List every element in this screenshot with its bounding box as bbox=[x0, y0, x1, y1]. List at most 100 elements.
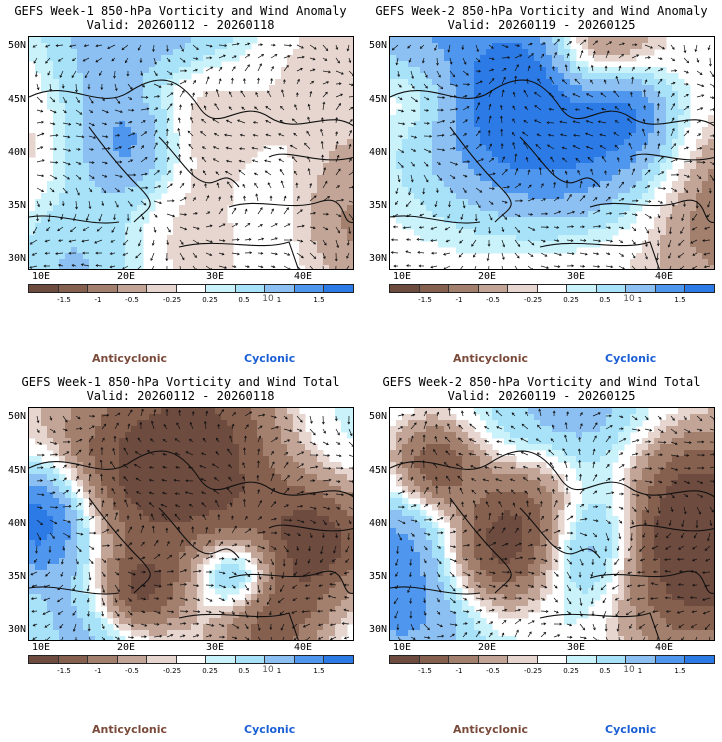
colorbar-label: 1 bbox=[637, 667, 643, 675]
colorbar-swatch bbox=[176, 285, 207, 292]
vorticity-map bbox=[28, 36, 354, 270]
colorbar-label: 0.5 bbox=[238, 667, 250, 675]
colorbar-swatch bbox=[235, 285, 266, 292]
colorbar-swatch bbox=[58, 656, 89, 663]
lon-label: 40E bbox=[655, 271, 674, 282]
colorbar bbox=[389, 655, 715, 664]
lat-label: 45N bbox=[368, 94, 387, 105]
lon-label: 10E bbox=[393, 642, 412, 653]
panel-week2-anomaly: GEFS Week-2 850-hPa Vorticity and Wind A… bbox=[361, 0, 722, 371]
map-svg bbox=[390, 408, 714, 640]
colorbar-label: -0.25 bbox=[162, 667, 182, 675]
colorbar-label: -0.25 bbox=[162, 296, 182, 304]
colorbar-label: -1.5 bbox=[418, 296, 432, 304]
lat-label: 35N bbox=[368, 200, 387, 211]
colorbar-swatch bbox=[206, 656, 236, 663]
colorbar-swatch bbox=[655, 656, 686, 663]
lon-label: 20E bbox=[117, 642, 136, 653]
legend-anticyclonic: Anticyclonic bbox=[92, 723, 168, 736]
legend-anticyclonic: Anticyclonic bbox=[453, 723, 529, 736]
lat-label: 50N bbox=[368, 40, 387, 51]
lat-label: 40N bbox=[7, 147, 26, 158]
lon-label: 30E bbox=[567, 642, 586, 653]
colorbar-scale-note: 10 bbox=[623, 294, 635, 304]
colorbar-scale-note: 10 bbox=[262, 665, 274, 675]
vorticity-map bbox=[28, 407, 354, 641]
vorticity-map bbox=[389, 407, 715, 641]
colorbar-swatch bbox=[508, 285, 538, 292]
lat-label: 45N bbox=[7, 94, 26, 105]
colorbar-swatch bbox=[537, 285, 568, 292]
colorbar-swatch bbox=[265, 656, 295, 663]
colorbar-label: 1.5 bbox=[674, 667, 686, 675]
lat-label: 30N bbox=[368, 624, 387, 635]
lat-label: 40N bbox=[7, 518, 26, 529]
panel-title: GEFS Week-1 850-hPa Vorticity and Wind A… bbox=[14, 4, 347, 18]
lat-label: 50N bbox=[7, 40, 26, 51]
colorbar-label: 1 bbox=[276, 667, 282, 675]
lon-label: 40E bbox=[294, 271, 313, 282]
colorbar-swatch bbox=[88, 656, 118, 663]
panel-week1-total: GEFS Week-1 850-hPa Vorticity and Wind T… bbox=[0, 371, 361, 742]
map-svg bbox=[29, 37, 353, 269]
lat-label: 50N bbox=[7, 411, 26, 422]
lon-label: 40E bbox=[294, 642, 313, 653]
colorbar-label: 0.5 bbox=[599, 296, 611, 304]
colorbar-swatch bbox=[117, 656, 148, 663]
colorbar bbox=[28, 284, 354, 293]
lat-label: 35N bbox=[368, 571, 387, 582]
colorbar-swatch bbox=[206, 285, 236, 292]
colorbar-scale-note: 10 bbox=[262, 294, 274, 304]
colorbar-swatch bbox=[265, 285, 295, 292]
colorbar-swatch bbox=[685, 656, 715, 663]
panel-title: GEFS Week-2 850-hPa Vorticity and Wind A… bbox=[375, 4, 708, 18]
colorbar-swatch bbox=[567, 285, 597, 292]
colorbar bbox=[389, 284, 715, 293]
colorbar-label: -1 bbox=[455, 667, 463, 675]
colorbar-swatch bbox=[147, 285, 177, 292]
lon-label: 30E bbox=[206, 642, 225, 653]
colorbar-swatch bbox=[324, 656, 354, 663]
colorbar-swatch bbox=[294, 656, 325, 663]
lat-label: 35N bbox=[7, 571, 26, 582]
lat-label: 50N bbox=[368, 411, 387, 422]
colorbar-label: 1 bbox=[276, 296, 282, 304]
colorbar-swatch bbox=[655, 285, 686, 292]
lat-label: 40N bbox=[368, 147, 387, 158]
colorbar-swatch bbox=[626, 656, 656, 663]
map-svg bbox=[390, 37, 714, 269]
panel-valid-dates: Valid: 20260112 - 20260118 bbox=[86, 389, 275, 403]
colorbar-swatch bbox=[508, 656, 538, 663]
colorbar-label: 0.5 bbox=[599, 667, 611, 675]
colorbar-label: 1.5 bbox=[313, 667, 325, 675]
colorbar-swatch bbox=[478, 285, 509, 292]
colorbar-label: -1 bbox=[455, 296, 463, 304]
panel-valid-dates: Valid: 20260119 - 20260125 bbox=[447, 18, 636, 32]
colorbar-swatch bbox=[29, 285, 59, 292]
lon-label: 10E bbox=[32, 642, 51, 653]
colorbar-label: -1.5 bbox=[57, 296, 71, 304]
lat-label: 40N bbox=[368, 518, 387, 529]
lat-label: 30N bbox=[7, 253, 26, 264]
colorbar-scale-note: 10 bbox=[623, 665, 635, 675]
colorbar-swatch bbox=[29, 656, 59, 663]
vorticity-map bbox=[389, 36, 715, 270]
colorbar-label: 0.25 bbox=[202, 296, 218, 304]
panel-week2-total: GEFS Week-2 850-hPa Vorticity and Wind T… bbox=[361, 371, 722, 742]
panel-valid-dates: Valid: 20260112 - 20260118 bbox=[86, 18, 275, 32]
colorbar bbox=[28, 655, 354, 664]
lon-label: 30E bbox=[206, 271, 225, 282]
colorbar-label: -1 bbox=[94, 296, 102, 304]
colorbar-swatch bbox=[596, 285, 627, 292]
lat-label: 45N bbox=[368, 465, 387, 476]
colorbar-swatch bbox=[449, 656, 479, 663]
lon-label: 20E bbox=[117, 271, 136, 282]
colorbar-swatch bbox=[419, 285, 450, 292]
legend-cyclonic: Cyclonic bbox=[605, 723, 657, 736]
legend-cyclonic: Cyclonic bbox=[244, 352, 296, 365]
colorbar-swatch bbox=[235, 656, 266, 663]
lat-label: 45N bbox=[7, 465, 26, 476]
lat-label: 30N bbox=[368, 253, 387, 264]
colorbar-swatch bbox=[117, 285, 148, 292]
legend-cyclonic: Cyclonic bbox=[605, 352, 657, 365]
